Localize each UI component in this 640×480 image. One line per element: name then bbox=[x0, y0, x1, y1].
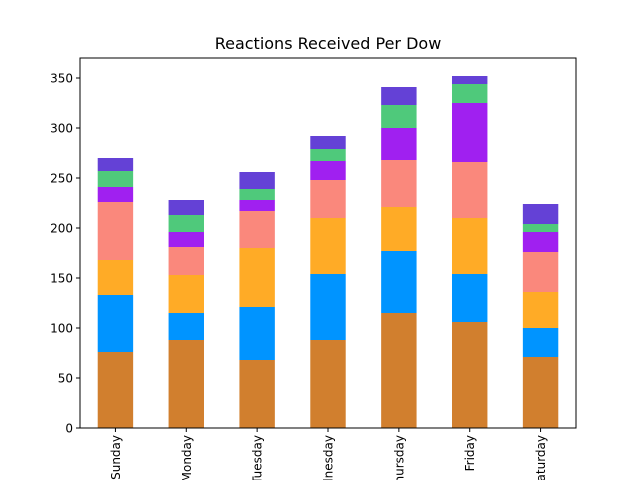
bar-segment-3-5 bbox=[310, 149, 346, 161]
y-tick-label-1: 50 bbox=[58, 372, 73, 386]
bar-segment-4-3 bbox=[381, 160, 417, 207]
bar-segment-1-3 bbox=[168, 247, 204, 275]
bar-segment-3-2 bbox=[310, 218, 346, 274]
x-tick-label-6: Saturday bbox=[534, 435, 548, 480]
bar-segment-6-4 bbox=[522, 232, 559, 252]
bar-segment-3-1 bbox=[310, 274, 346, 340]
y-tick-label-4: 200 bbox=[50, 222, 73, 236]
bar-segment-4-0 bbox=[381, 313, 417, 428]
bar-segment-4-1 bbox=[381, 251, 417, 313]
bar-segment-1-4 bbox=[168, 232, 204, 247]
bar-segment-0-5 bbox=[97, 171, 134, 187]
bar-segment-3-3 bbox=[310, 180, 346, 218]
y-axis: 0 50 100 150 200 250 300 350 bbox=[50, 72, 80, 436]
bar-segment-5-6 bbox=[452, 76, 488, 84]
bar-segment-1-0 bbox=[168, 340, 204, 428]
bar-segment-1-2 bbox=[168, 275, 204, 313]
bar-segment-2-1 bbox=[239, 307, 275, 360]
bar-segment-6-2 bbox=[522, 292, 559, 328]
bar-segment-5-3 bbox=[452, 162, 488, 218]
bar-segment-5-2 bbox=[452, 218, 488, 274]
x-tick-label-1: Monday bbox=[180, 435, 194, 480]
y-tick-label-6: 300 bbox=[50, 122, 73, 136]
bar-segment-1-6 bbox=[168, 200, 204, 215]
bar-segment-6-3 bbox=[522, 252, 559, 292]
bar-segment-6-5 bbox=[522, 224, 559, 232]
bar-segment-3-0 bbox=[310, 340, 346, 428]
y-tick-label-0: 0 bbox=[65, 422, 73, 436]
bar-segment-1-1 bbox=[168, 313, 204, 340]
x-tick-label-4: Thursday bbox=[392, 435, 406, 480]
bar-segment-5-4 bbox=[452, 103, 488, 162]
bar-segment-4-2 bbox=[381, 207, 417, 251]
y-tick-label-5: 250 bbox=[50, 172, 73, 186]
bar-segment-6-6 bbox=[522, 204, 559, 224]
bars-group bbox=[97, 76, 559, 428]
x-tick-label-3: Wednesday bbox=[322, 435, 336, 480]
bar-segment-2-0 bbox=[239, 360, 275, 428]
bar-segment-2-5 bbox=[239, 189, 275, 200]
bar-segment-5-5 bbox=[452, 84, 488, 103]
bar-segment-2-3 bbox=[239, 211, 275, 248]
x-axis: Sunday Monday Tuesday Wednesday Thursday Frid… bbox=[109, 428, 548, 480]
bar-segment-0-2 bbox=[97, 260, 134, 295]
y-tick-label-3: 150 bbox=[50, 272, 73, 286]
bar-segment-6-1 bbox=[522, 328, 559, 357]
chart-title: Reactions Received Per Dow bbox=[215, 34, 442, 53]
y-tick-label-2: 100 bbox=[50, 322, 73, 336]
bar-segment-2-2 bbox=[239, 248, 275, 307]
bar-segment-4-5 bbox=[381, 105, 417, 128]
bar-segment-3-4 bbox=[310, 161, 346, 180]
x-tick-label-0: Sunday bbox=[109, 435, 123, 480]
bar-segment-4-4 bbox=[381, 128, 417, 160]
bar-segment-5-0 bbox=[452, 322, 488, 428]
bar-segment-0-0 bbox=[97, 352, 134, 428]
bar-segment-2-6 bbox=[239, 172, 275, 189]
bar-segment-0-1 bbox=[97, 295, 134, 352]
x-tick-label-5: Friday bbox=[463, 435, 477, 471]
bar-segment-6-0 bbox=[522, 357, 559, 428]
bar-segment-1-5 bbox=[168, 215, 204, 232]
x-tick-label-2: Tuesday bbox=[251, 435, 265, 480]
y-tick-label-7: 350 bbox=[50, 72, 73, 86]
bar-segment-0-6 bbox=[97, 158, 134, 171]
bar-segment-5-1 bbox=[452, 274, 488, 322]
bar-segment-0-4 bbox=[97, 187, 134, 202]
bar-segment-2-4 bbox=[239, 200, 275, 211]
bar-segment-4-6 bbox=[381, 87, 417, 105]
plot-frame bbox=[79, 57, 577, 429]
bar-segment-3-6 bbox=[310, 136, 346, 149]
bar-segment-0-3 bbox=[97, 202, 134, 260]
